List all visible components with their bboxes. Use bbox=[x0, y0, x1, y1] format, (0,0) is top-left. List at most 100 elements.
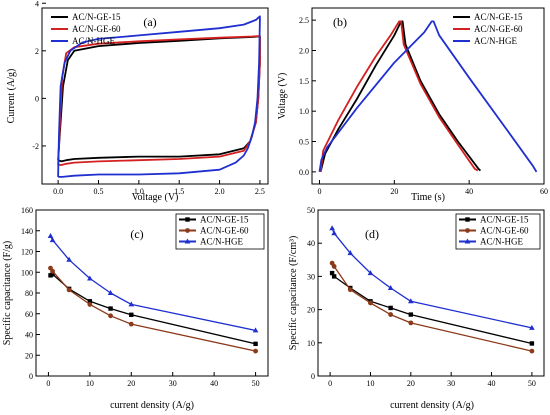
panel-c-xtick-label: 40 bbox=[210, 379, 218, 388]
panel-c-ytick-label: 100 bbox=[21, 268, 33, 277]
panel-d-point bbox=[367, 270, 374, 276]
panel-d-xtick-label: 30 bbox=[447, 379, 455, 388]
panel-d-point bbox=[329, 225, 335, 231]
panel-d-marks bbox=[329, 225, 535, 354]
panel-a-xtick-label: 1.0 bbox=[134, 187, 144, 196]
panel-c-point bbox=[253, 348, 258, 354]
panel-d-legend-label: AC/N-GE-15 bbox=[480, 215, 529, 225]
panel-a-xtick-label: 0.5 bbox=[94, 187, 104, 196]
panel-c-xlabel: current density (A/g) bbox=[110, 400, 194, 411]
panel-a-legend: AC/N-GE-15 AC/N-GE-60 AC/N-HGE bbox=[51, 12, 121, 46]
panel-b-xtick-label: 40 bbox=[465, 187, 473, 196]
panel-a-ytick-label: 4 bbox=[35, 0, 39, 8]
panel-d-ytick-label: 10 bbox=[307, 339, 315, 348]
panel-c-axes: 0 10 20 30 40 50 0 20 40 60 80 100 120 140 160 bbox=[21, 206, 260, 388]
panel-c-xtick-label: 50 bbox=[252, 379, 260, 388]
panel-d-ylabel: Specific capacitance (F/cm³) bbox=[288, 236, 299, 351]
panel-b-xtick-label: 60 bbox=[540, 187, 548, 196]
panel-a-legend-label: AC/N-GE-15 bbox=[72, 12, 121, 22]
panel-a-xtick-label: 2.0 bbox=[215, 187, 225, 196]
panel-c-ytick-label: 0 bbox=[29, 372, 33, 381]
panel-d-point bbox=[331, 274, 337, 279]
panel-c-point bbox=[252, 327, 259, 333]
panel-b-ytick-label: 1.5 bbox=[299, 77, 309, 86]
panel-a-ytick-label: -2 bbox=[32, 142, 39, 151]
panel-a-label: (a) bbox=[143, 15, 156, 29]
panel-d-series-line-1 bbox=[331, 272, 533, 345]
panel-c-ytick-label: 60 bbox=[25, 310, 33, 319]
panel-c-legend-label: AC/N-GE-60 bbox=[200, 226, 249, 236]
panel-a-ylabel: Current (A/g) bbox=[6, 69, 17, 124]
panel-b-axes: 0 20 40 60 0.0 0.5 1.0 1.5 2.0 2.5 bbox=[299, 16, 548, 196]
panel-a-frame bbox=[41, 7, 269, 185]
panel-d-point bbox=[529, 324, 535, 330]
panel-c-xtick-label: 10 bbox=[86, 379, 94, 388]
panel-d-frame bbox=[317, 209, 545, 377]
panel-d-point bbox=[331, 264, 337, 269]
panel-b-legend-label: AC/N-HGE bbox=[474, 36, 517, 46]
panel-b-ytick-label: 2.0 bbox=[299, 46, 309, 55]
panel-a-xtick-label: 2.5 bbox=[255, 187, 265, 196]
panel-d-ytick-label: 50 bbox=[307, 206, 315, 215]
panel-a-ytick-label: 2 bbox=[35, 47, 39, 56]
panel-b-marks bbox=[318, 20, 538, 173]
panel-b-ytick-label: 0.5 bbox=[299, 138, 309, 147]
panel-d-xtick-label: 20 bbox=[407, 379, 415, 388]
panel-a-axes: 0.0 0.5 1.0 1.5 2.0 2.5 -2 0 2 4 bbox=[32, 0, 265, 196]
panel-d-point bbox=[347, 250, 354, 256]
panel-b-xlabel: Time (s) bbox=[411, 192, 445, 203]
panel-c-point bbox=[129, 312, 134, 317]
panel-b: 0 20 40 600.00.51.01.52.02.5 AC/N-GE-15AC/N… bbox=[277, 7, 548, 203]
panel-c-point bbox=[108, 306, 113, 311]
panel-c-point bbox=[50, 268, 55, 274]
panel-c-ytick-label: 120 bbox=[21, 248, 33, 257]
panel-d-legend-label: AC/N-GE-60 bbox=[480, 226, 529, 236]
panel-c-point bbox=[49, 237, 56, 243]
panel-b-legend-label: AC/N-GE-60 bbox=[474, 24, 523, 34]
panel-c-ylabel: Specific capacitance (F/g) bbox=[2, 241, 13, 345]
panel-d-ytick-label: 20 bbox=[307, 306, 315, 315]
panel-d-point bbox=[329, 270, 335, 276]
panel-d-legend-marker bbox=[465, 217, 470, 222]
panel-c-ytick-label: 160 bbox=[21, 206, 33, 215]
panel-d-series-line-2 bbox=[331, 262, 533, 352]
panel-b-xtick-label: 0 bbox=[317, 187, 321, 196]
panel-d-legend-marker bbox=[465, 228, 470, 233]
panel-c-label: (c) bbox=[130, 227, 143, 241]
panel-b-series-line-1 bbox=[319, 20, 482, 173]
panel-d-xtick-label: 10 bbox=[366, 379, 374, 388]
panel-c-point bbox=[108, 313, 113, 319]
panel-b-legend: AC/N-GE-15 AC/N-GE-60 AC/N-HGE bbox=[453, 12, 523, 46]
panel-d-xtick-label: 40 bbox=[488, 379, 496, 388]
panel-b-ytick-label: 0.0 bbox=[299, 168, 309, 177]
panel-c-legend-marker bbox=[184, 238, 191, 244]
panel-d-point bbox=[388, 305, 393, 311]
panel-d-point bbox=[347, 287, 353, 293]
panel-c-point bbox=[87, 299, 93, 304]
panel-c-legend-marker bbox=[185, 228, 190, 233]
panel-d-point bbox=[387, 285, 394, 291]
panel-a-series-line-1 bbox=[57, 35, 261, 163]
panel-a-ytick-label: 0 bbox=[35, 94, 39, 103]
panel-d-point bbox=[529, 348, 535, 354]
panel-d-point bbox=[408, 298, 414, 304]
panel-d-xtick-label: 50 bbox=[528, 379, 536, 388]
panel-c-point bbox=[66, 256, 72, 262]
panel-c-point bbox=[253, 341, 258, 347]
panel-c-point bbox=[128, 301, 135, 307]
panel-c-xtick-label: 0 bbox=[46, 379, 50, 388]
panel-c-xtick-label: 20 bbox=[127, 379, 135, 388]
panel-d-xlabel: current density (A/g) bbox=[390, 400, 474, 411]
panel-d-ytick-label: 30 bbox=[307, 272, 315, 281]
panel-d-legend-frame bbox=[455, 213, 541, 250]
panel-a-series-line-2 bbox=[57, 35, 261, 166]
panel-b-ylabel: Voltage (V) bbox=[277, 73, 288, 120]
panel-a-legend-label: AC/N-GE-60 bbox=[72, 24, 121, 34]
panel-b-label: (b) bbox=[333, 15, 347, 29]
panel-b-series-line-3 bbox=[318, 20, 538, 173]
panel-c-point bbox=[87, 302, 93, 307]
panel-d-axes: 0 10 20 30 40 50 0 10 20 30 40 50 bbox=[307, 206, 536, 388]
panel-c-point bbox=[50, 272, 55, 277]
